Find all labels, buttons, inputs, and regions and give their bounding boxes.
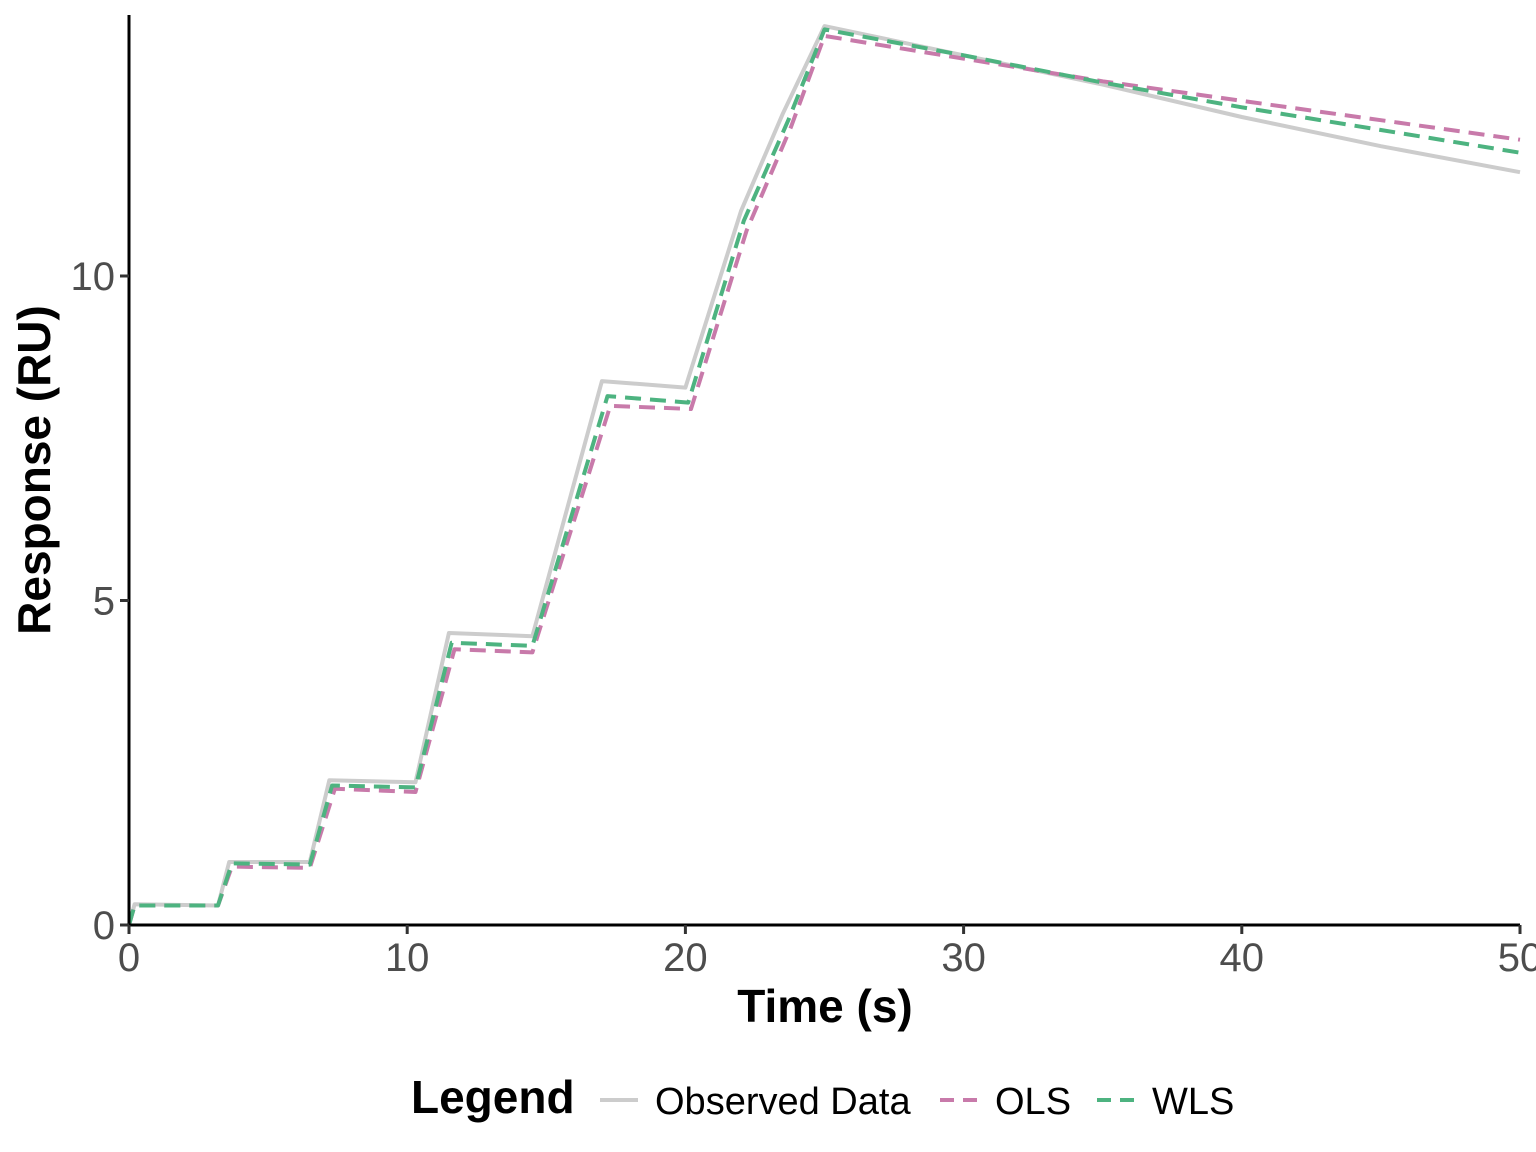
legend: Legend Observed Data OLS WLS: [411, 1071, 1234, 1123]
series-line-wls: [127, 27, 1521, 926]
series-line-observed-data: [127, 24, 1521, 926]
series-layer: [127, 24, 1521, 926]
x-tick-label: 10: [385, 936, 430, 980]
x-axis-title: Time (s): [737, 980, 913, 1032]
y-tick-label: 0: [93, 904, 115, 948]
y-axis-title: Response (RU): [8, 305, 60, 635]
y-tick-label: 10: [71, 255, 116, 299]
y-tick-label: 5: [93, 580, 115, 624]
legend-label-observed-data: Observed Data: [655, 1081, 911, 1123]
axes-layer: 0 10 20 30 40 50 0 5 10: [71, 15, 1536, 980]
x-tick-label: 0: [118, 936, 140, 980]
x-tick-label: 30: [941, 936, 986, 980]
legend-title: Legend: [411, 1071, 575, 1123]
legend-label-ols: OLS: [995, 1081, 1071, 1123]
x-tick-label: 50: [1498, 936, 1536, 980]
series-line-ols: [127, 33, 1521, 926]
x-tick-label: 20: [663, 936, 708, 980]
legend-label-wls: WLS: [1152, 1081, 1234, 1123]
x-tick-label: 40: [1220, 936, 1265, 980]
